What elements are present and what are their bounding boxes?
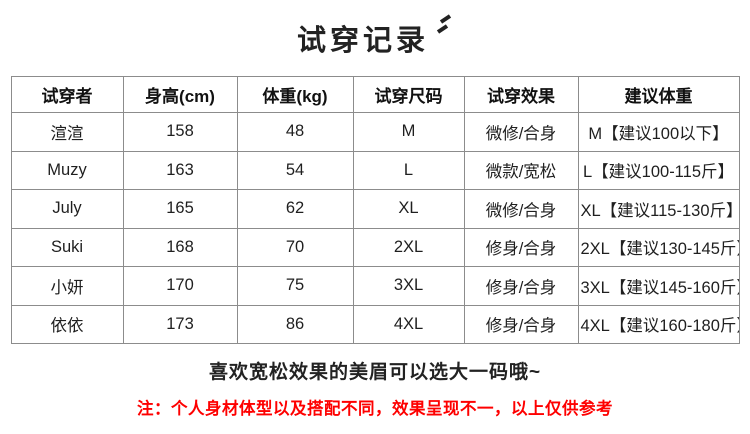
cell-size: L: [352, 150, 465, 190]
page-title: 试穿记录: [296, 25, 429, 57]
cell-weight-suggestion: 3XL【建议145-160斤】: [577, 266, 740, 306]
cell-tester-name: Muzy: [10, 150, 124, 190]
cell-weight-suggestion: L【建议100-115斤】: [577, 150, 740, 190]
title-section: 试穿记录: [0, 0, 750, 76]
cell-fit-effect: 修身/合身: [463, 266, 579, 306]
cell-tester-name: 小妍: [10, 266, 124, 306]
cell-size: 3XL: [352, 266, 465, 306]
size-up-tip: 喜欢宽松效果的美眉可以选大一码哦~: [208, 362, 542, 383]
cell-height: 173: [122, 304, 238, 344]
cell-weight: 86: [236, 304, 354, 344]
cell-height: 168: [122, 227, 238, 267]
column-header-size: 试穿尺码: [352, 76, 465, 113]
cell-height: 158: [122, 112, 238, 152]
column-header-height: 身高(cm): [122, 76, 238, 113]
cell-weight: 70: [236, 227, 354, 267]
cell-fit-effect: 微修/合身: [463, 189, 579, 229]
cell-size: M: [352, 112, 465, 152]
table-row: July 165 62 XL 微修/合身 XL【建议115-130斤】: [10, 189, 740, 229]
table-row: 依依 173 86 4XL 修身/合身 4XL【建议160-180斤】: [10, 304, 740, 344]
cell-fit-effect: 修身/合身: [463, 304, 579, 344]
column-header-tester: 试穿者: [10, 76, 124, 113]
emphasis-strokes-icon: [431, 13, 453, 46]
cell-weight: 48: [236, 112, 354, 152]
cell-weight: 75: [236, 266, 354, 306]
cell-size: 4XL: [352, 304, 465, 344]
cell-fit-effect: 修身/合身: [463, 227, 579, 267]
table-row: Suki 168 70 2XL 修身/合身 2XL【建议130-145斤】: [10, 227, 740, 267]
column-header-fit-effect: 试穿效果: [463, 76, 579, 113]
cell-fit-effect: 微款/宽松: [463, 150, 579, 190]
column-header-weight: 体重(kg): [236, 76, 354, 113]
cell-size: XL: [352, 189, 465, 229]
cell-height: 170: [122, 266, 238, 306]
table-header-row: 试穿者 身高(cm) 体重(kg) 试穿尺码 试穿效果 建议体重: [10, 76, 740, 113]
cell-height: 163: [122, 150, 238, 190]
cell-tester-name: 依依: [10, 304, 124, 344]
try-on-record-table: 试穿者 身高(cm) 体重(kg) 试穿尺码 试穿效果 建议体重 渲渲 158 …: [10, 76, 740, 344]
cell-weight-suggestion: XL【建议115-130斤】: [577, 189, 740, 229]
cell-weight-suggestion: 4XL【建议160-180斤】: [577, 304, 740, 344]
cell-weight-suggestion: M【建议100以下】: [577, 112, 740, 152]
cell-fit-effect: 微修/合身: [463, 112, 579, 152]
cell-weight: 62: [236, 189, 354, 229]
column-header-suggested-weight: 建议体重: [577, 76, 740, 113]
table-row: Muzy 163 54 L 微款/宽松 L【建议100-115斤】: [10, 150, 740, 190]
table-row: 小妍 170 75 3XL 修身/合身 3XL【建议145-160斤】: [10, 266, 740, 306]
cell-tester-name: Suki: [10, 227, 124, 267]
table-row: 渲渲 158 48 M 微修/合身 M【建议100以下】: [10, 112, 740, 152]
cell-weight-suggestion: 2XL【建议130-145斤】: [577, 227, 740, 267]
cell-weight: 54: [236, 150, 354, 190]
disclaimer-note: 注：个人身材体型以及搭配不同，效果呈现不一，以上仅供参考: [137, 400, 613, 418]
cell-tester-name: July: [10, 189, 124, 229]
cell-tester-name: 渲渲: [10, 112, 124, 152]
cell-height: 165: [122, 189, 238, 229]
cell-size: 2XL: [352, 227, 465, 267]
